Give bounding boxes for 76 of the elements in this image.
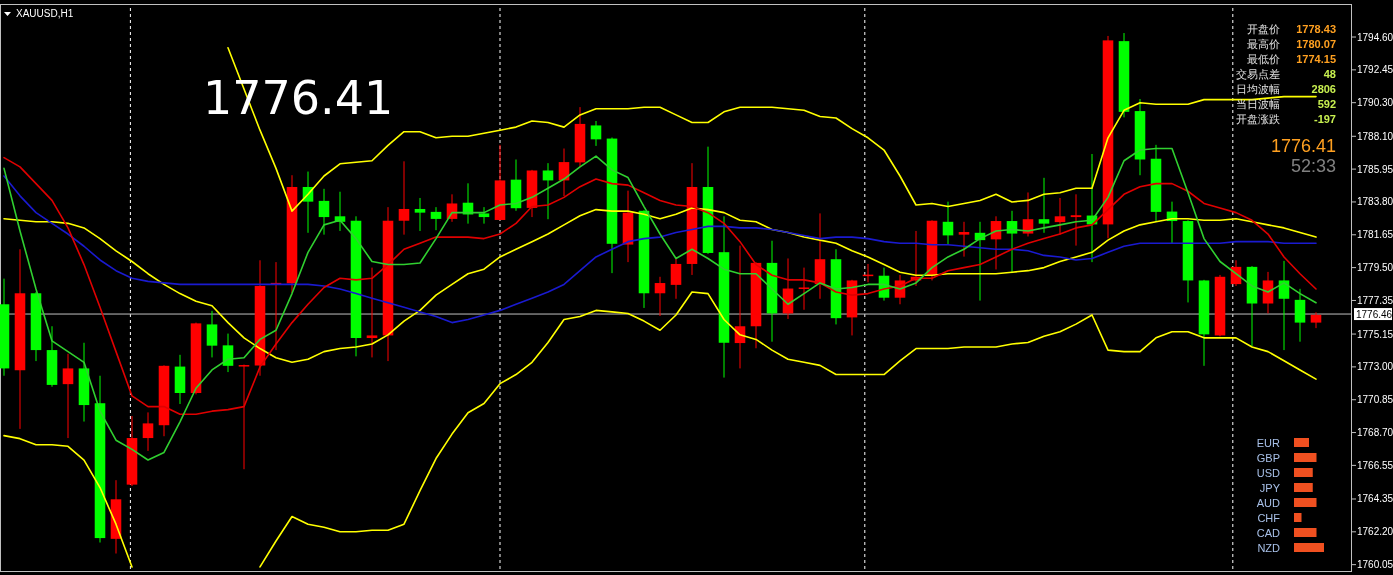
chart-title: XAUUSD,H1 (16, 8, 74, 19)
annotation: 最高价 (1247, 38, 1280, 50)
y-tick-label: 1779.50 (1357, 262, 1393, 274)
candlestick (206, 310, 218, 358)
y-tick-label: 1777.35 (1357, 294, 1393, 306)
y-tick-label: 1783.80 (1357, 196, 1393, 208)
y-tick-label: 1762.20 (1357, 526, 1393, 538)
bar (1294, 543, 1324, 552)
y-tick-label: 1788.10 (1357, 130, 1393, 142)
candlestick (590, 120, 602, 147)
candlestick (366, 267, 378, 358)
candlestick (670, 257, 682, 300)
bar (1294, 528, 1317, 537)
y-tick-label: 1792.45 (1357, 64, 1393, 76)
y-tick-label: CAD (1256, 527, 1281, 539)
y-tick-label: JPY (1259, 482, 1281, 494)
candlestick (238, 364, 250, 470)
annotation: 1776.41 (1270, 136, 1336, 156)
candlestick (542, 162, 554, 220)
y-tick-label: EUR (1256, 437, 1281, 449)
annotation: 2806 (1311, 83, 1336, 95)
annotation: 开盘价 (1247, 23, 1280, 35)
annotation: -197 (1313, 113, 1336, 125)
ref-line-label: 1776.46 (1356, 309, 1393, 321)
candlestick (62, 353, 74, 439)
y-tick-label: AUD (1256, 497, 1281, 509)
annotation: 最低价 (1247, 53, 1280, 65)
y-tick-label: 1764.35 (1357, 493, 1393, 505)
bar (1294, 498, 1317, 507)
candlestick (1070, 193, 1082, 247)
candlestick (1262, 271, 1274, 314)
candlestick (1054, 197, 1066, 236)
annotation: 1778.43 (1296, 23, 1336, 35)
bar (1294, 453, 1317, 462)
candlestick (430, 206, 442, 231)
candlestick (414, 197, 426, 232)
candlestick (1294, 288, 1306, 343)
y-tick-label: USD (1256, 467, 1281, 479)
candlestick (1310, 311, 1322, 329)
candlestick (958, 221, 970, 258)
line-series (3, 207, 1317, 364)
y-tick-label: GBP (1256, 452, 1280, 464)
y-tick-label: NZD (1257, 542, 1281, 554)
bar (1294, 483, 1313, 492)
bar (1294, 438, 1309, 447)
y-tick-label: 1768.70 (1357, 427, 1393, 439)
line-series (3, 175, 1317, 324)
y-tick-label: 1790.30 (1357, 97, 1393, 109)
candlestick (318, 188, 330, 236)
annotation: 开盘涨跌 (1236, 113, 1280, 125)
y-tick-label: 1775.15 (1357, 328, 1393, 340)
annotation: 52:33 (1290, 156, 1336, 176)
y-tick-label: 1766.55 (1357, 459, 1393, 471)
candlestick (942, 201, 954, 246)
annotation: 当日波幅 (1236, 98, 1280, 110)
annotation: 1774.15 (1296, 53, 1336, 65)
annotation: 48 (1323, 68, 1336, 80)
y-tick-label: 1794.60 (1357, 31, 1393, 43)
candlestick (654, 276, 666, 317)
y-tick-label: 1785.95 (1357, 163, 1393, 175)
annotation: 592 (1317, 98, 1336, 110)
y-tick-label: CHF (1257, 512, 1281, 524)
bar (1294, 468, 1313, 477)
y-tick-label: 1781.65 (1357, 229, 1393, 241)
annotation: 交易点差 (1236, 68, 1280, 80)
bar (1294, 513, 1302, 522)
candlestick (398, 160, 410, 236)
y-tick-label: 1773.00 (1357, 361, 1393, 373)
candlestick (798, 267, 810, 311)
y-tick-label: 1770.85 (1357, 394, 1393, 406)
candlestick (142, 411, 154, 452)
annotation: 日均波幅 (1236, 83, 1280, 95)
annotation: 1780.07 (1296, 38, 1336, 50)
candlestick (478, 206, 490, 225)
y-tick-label: 1760.05 (1357, 559, 1393, 571)
candlestick (1038, 177, 1050, 234)
